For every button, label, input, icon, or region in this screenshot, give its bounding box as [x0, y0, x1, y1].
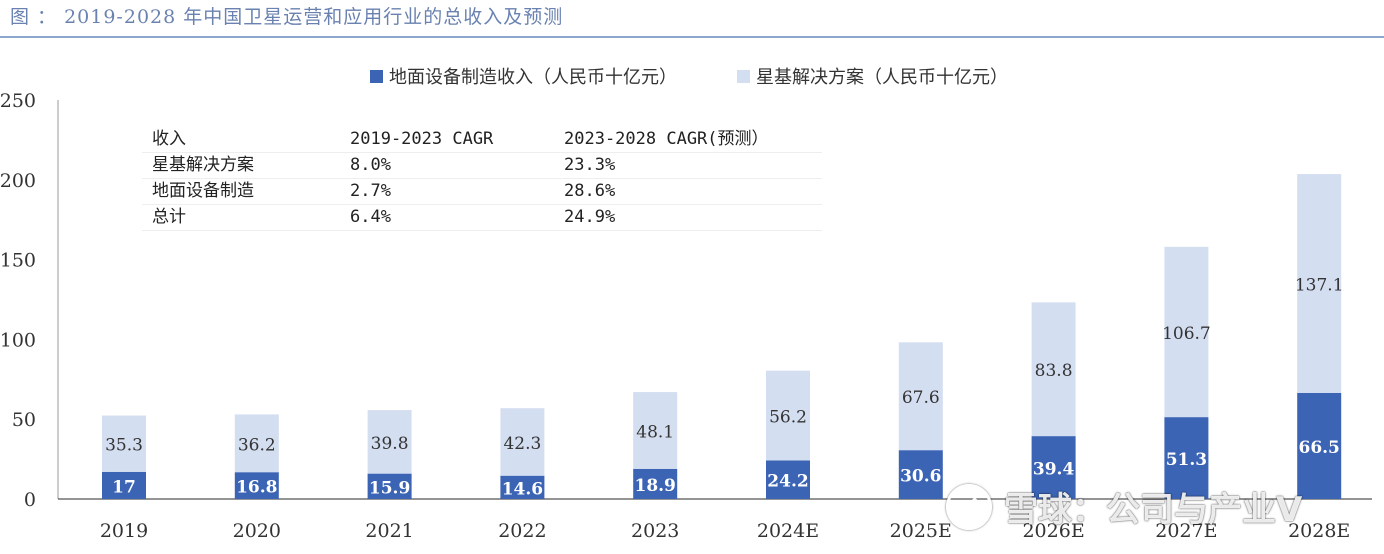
- y-tick-label: 250: [0, 90, 36, 112]
- data-label: 24.2: [767, 472, 808, 492]
- y-tick-label: 0: [24, 489, 36, 511]
- bar-satellite-solutions: [1164, 246, 1209, 418]
- cagr-cell: 星基解决方案: [152, 155, 254, 175]
- data-label: 51.3: [1166, 450, 1207, 470]
- y-tick-label: 150: [0, 250, 36, 272]
- y-tick-label: 100: [0, 329, 36, 351]
- data-label: 18.9: [634, 476, 675, 496]
- data-label: 15.9: [369, 478, 410, 498]
- data-label: 14.6: [502, 479, 543, 499]
- legend-item-ground-equipment: 地面设备制造收入（人民币十亿元）: [370, 63, 677, 89]
- cagr-cell: 地面设备制造: [152, 181, 254, 201]
- watermark-text: 雪球：公司与产业V: [1004, 490, 1303, 530]
- bar-ground-equipment: [1031, 436, 1076, 499]
- data-label: 83.8: [1035, 361, 1073, 381]
- x-tick-label: 2027E: [1155, 520, 1217, 542]
- cagr-table: 收入 2019-2023 CAGR 2023-2028 CAGR(预测） 星基解…: [142, 127, 822, 231]
- cagr-table-row: 总计 6.4% 24.9%: [142, 205, 822, 231]
- cagr-table-header: 收入 2019-2023 CAGR 2023-2028 CAGR(预测）: [142, 127, 822, 153]
- data-label: 67.6: [902, 388, 940, 408]
- x-tick-label: 2020: [233, 520, 281, 542]
- bar-satellite-solutions: [1297, 174, 1342, 393]
- legend-item-satellite-solutions: 星基解决方案（人民币十亿元）: [737, 63, 1008, 89]
- cagr-header-cell: 收入: [152, 129, 186, 149]
- data-label: 39.8: [371, 434, 409, 454]
- bar-ground-equipment: [102, 471, 146, 499]
- x-tick-label: 2023: [631, 520, 679, 542]
- legend-swatch-light: [737, 69, 750, 83]
- cagr-cell: 总计: [152, 207, 186, 227]
- y-tick-label: 50: [12, 409, 36, 431]
- data-label: 42.3: [503, 434, 541, 454]
- x-tick-label: 2019: [100, 520, 148, 542]
- bar-ground-equipment: [500, 475, 545, 499]
- cagr-cell: 6.4%: [350, 207, 391, 227]
- bar-satellite-solutions: [898, 342, 943, 451]
- cagr-table-row: 星基解决方案 8.0% 23.3%: [142, 153, 822, 179]
- legend-label: 星基解决方案（人民币十亿元）: [756, 67, 1008, 88]
- bar-satellite-solutions: [234, 414, 279, 473]
- bar-satellite-solutions: [500, 408, 545, 476]
- x-tick-label: 2028E: [1288, 520, 1350, 542]
- data-label: 137.1: [1295, 275, 1344, 295]
- x-tick-label: 2021: [365, 520, 413, 542]
- bar-ground-equipment: [633, 468, 678, 499]
- bar-ground-equipment: [1164, 417, 1209, 499]
- data-label: 48.1: [636, 422, 674, 442]
- snowball-logo-icon: [946, 483, 992, 530]
- data-label: 30.6: [900, 467, 941, 487]
- data-label: 17: [112, 477, 136, 497]
- x-tick-label: 2026E: [1022, 520, 1084, 542]
- bar-ground-equipment: [898, 450, 943, 499]
- data-label: 66.5: [1298, 438, 1339, 458]
- cagr-cell: 8.0%: [350, 155, 391, 175]
- cagr-cell: 24.9%: [564, 207, 616, 227]
- data-label: 16.8: [236, 478, 277, 498]
- bar-satellite-solutions: [1031, 302, 1076, 437]
- watermark: 雪球：公司与产业V: [946, 482, 1302, 531]
- cagr-cell: 28.6%: [564, 181, 616, 201]
- data-label: 106.7: [1162, 324, 1211, 344]
- data-label: 35.3: [105, 436, 143, 456]
- x-tick-label: 2025E: [890, 520, 952, 542]
- bar-satellite-solutions: [766, 370, 810, 461]
- cagr-header-cell: 2023-2028 CAGR(预测）: [564, 129, 769, 149]
- legend: 地面设备制造收入（人民币十亿元） 星基解决方案（人民币十亿元）: [370, 64, 1068, 88]
- title-divider: [0, 36, 1384, 38]
- cagr-cell: 2.7%: [350, 181, 391, 201]
- x-tick-label: 2024E: [757, 520, 819, 542]
- chart-title: 图 ： 2019-2028 年中国卫星运营和应用行业的总收入及预测: [10, 6, 564, 28]
- bar-satellite-solutions: [633, 392, 678, 469]
- bar-satellite-solutions: [102, 415, 146, 472]
- bar-ground-equipment: [766, 460, 810, 499]
- cagr-header-cell: 2019-2023 CAGR: [350, 129, 494, 149]
- bar-ground-equipment: [234, 472, 279, 499]
- y-tick-label: 200: [0, 170, 36, 192]
- data-label: 36.2: [238, 435, 276, 455]
- bar-ground-equipment: [1297, 392, 1342, 499]
- bar-satellite-solutions: [367, 410, 412, 474]
- legend-swatch-dark: [370, 69, 383, 83]
- data-label: 56.2: [769, 408, 807, 428]
- data-label: 39.4: [1033, 460, 1075, 480]
- legend-label: 地面设备制造收入（人民币十亿元）: [389, 67, 677, 88]
- cagr-table-row: 地面设备制造 2.7% 28.6%: [142, 179, 822, 205]
- bar-ground-equipment: [367, 473, 412, 499]
- cagr-cell: 23.3%: [564, 155, 616, 175]
- x-tick-label: 2022: [498, 520, 546, 542]
